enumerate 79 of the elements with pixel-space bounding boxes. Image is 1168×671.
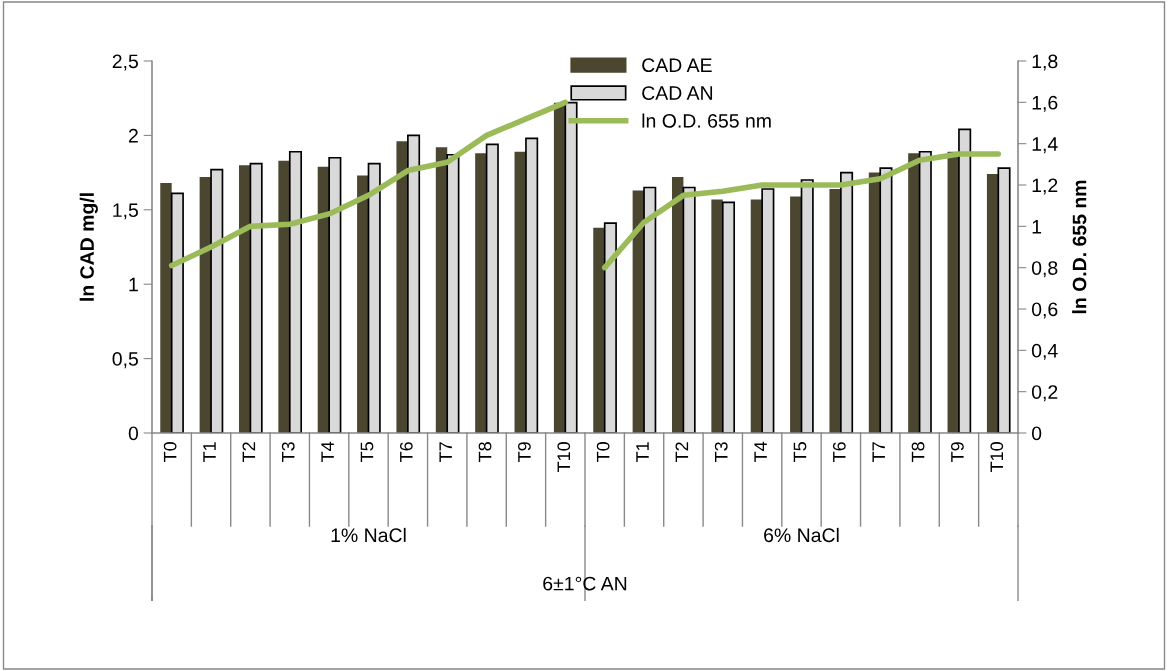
bar [682, 186, 696, 433]
bar [407, 134, 421, 433]
bar [593, 227, 605, 433]
legend-label: ln O.D. 655 nm [642, 113, 771, 128]
bar [918, 150, 932, 433]
y-axis-title: ln CAD mg/l [79, 193, 98, 301]
x-tick-label: T3 [714, 442, 728, 462]
y-tick-label: 0 [128, 426, 139, 441]
y2-axis-title: ln O.D. 655 nm [1072, 180, 1087, 314]
y2-tick-label: 0,6 [1031, 302, 1058, 319]
bar [603, 222, 617, 433]
x-tick-label: T6 [399, 442, 413, 462]
bar [800, 179, 814, 433]
y2-tick-label: 0,4 [1031, 343, 1058, 360]
x-tick-label: T6 [832, 442, 846, 462]
x-tick-label: T5 [793, 442, 807, 462]
bar [721, 201, 736, 433]
bar [475, 153, 487, 433]
x-tick-label: T0 [596, 442, 610, 462]
bar [711, 199, 723, 433]
bar [829, 188, 841, 433]
x-tick-label: T8 [478, 442, 492, 462]
x-tick-label: T2 [675, 442, 689, 462]
x-tick-label: T10 [557, 442, 571, 473]
text: 1% NaCl [331, 527, 406, 543]
y-tick-label: 0,5 [112, 352, 138, 369]
bar [367, 162, 381, 433]
bar [908, 153, 920, 433]
x-tick-label: T5 [360, 442, 374, 462]
bar [160, 183, 172, 433]
bar [879, 167, 893, 433]
x-tick-label: T4 [754, 441, 767, 462]
bar [485, 143, 499, 433]
bar [170, 192, 184, 433]
text: 6% NaCl [764, 527, 839, 543]
x-tick-label: T0 [163, 442, 177, 462]
bar [958, 128, 972, 433]
bar [288, 150, 303, 433]
x-tick-label: T1 [203, 442, 216, 462]
y-tick-label: 1 [129, 277, 138, 292]
x-tick-label: T10 [990, 442, 1004, 473]
bar [643, 186, 657, 433]
x-tick-label: T8 [911, 442, 925, 462]
bar [525, 137, 539, 433]
y-tick-label: 2 [128, 128, 138, 143]
x-tick-label: T7 [872, 442, 885, 462]
x-tick-label: T9 [951, 442, 964, 462]
y2-tick-label: 0,2 [1031, 385, 1058, 402]
y2-tick-label: 1,6 [1032, 95, 1058, 112]
bar [357, 175, 369, 433]
bar [446, 153, 460, 433]
bar [278, 160, 290, 433]
y2-tick-label: 1,8 [1032, 54, 1058, 71]
y2-tick-label: 1,4 [1032, 137, 1058, 154]
legend-label: CAD AN [642, 86, 713, 100]
bar [396, 141, 408, 433]
y-tick-label: 2,5 [112, 54, 138, 71]
y-tick-label: 1,5 [113, 203, 138, 220]
y2-tick-label: 1 [1032, 220, 1042, 234]
bar [238, 165, 251, 433]
bar [790, 196, 802, 433]
y2-tick-label: 0,8 [1031, 261, 1058, 278]
text: 6±1°C AN [543, 576, 627, 591]
bar [249, 162, 263, 433]
x-tick-label: T3 [281, 442, 295, 462]
bar [328, 156, 342, 433]
x-tick-label: T4 [321, 441, 334, 462]
x-tick-label: T2 [242, 442, 256, 462]
bar [671, 177, 684, 433]
bar [840, 171, 854, 433]
y2-tick-label: 0 [1031, 426, 1042, 441]
bar [761, 188, 775, 433]
y2-tick-label: 1,2 [1032, 178, 1058, 195]
x-tick-label: T1 [636, 442, 649, 462]
legend-label: CAD AE [642, 58, 712, 73]
bar [210, 168, 224, 433]
bar [997, 167, 1011, 433]
x-tick-label: T9 [518, 442, 531, 462]
x-tick-label: T7 [439, 442, 452, 462]
